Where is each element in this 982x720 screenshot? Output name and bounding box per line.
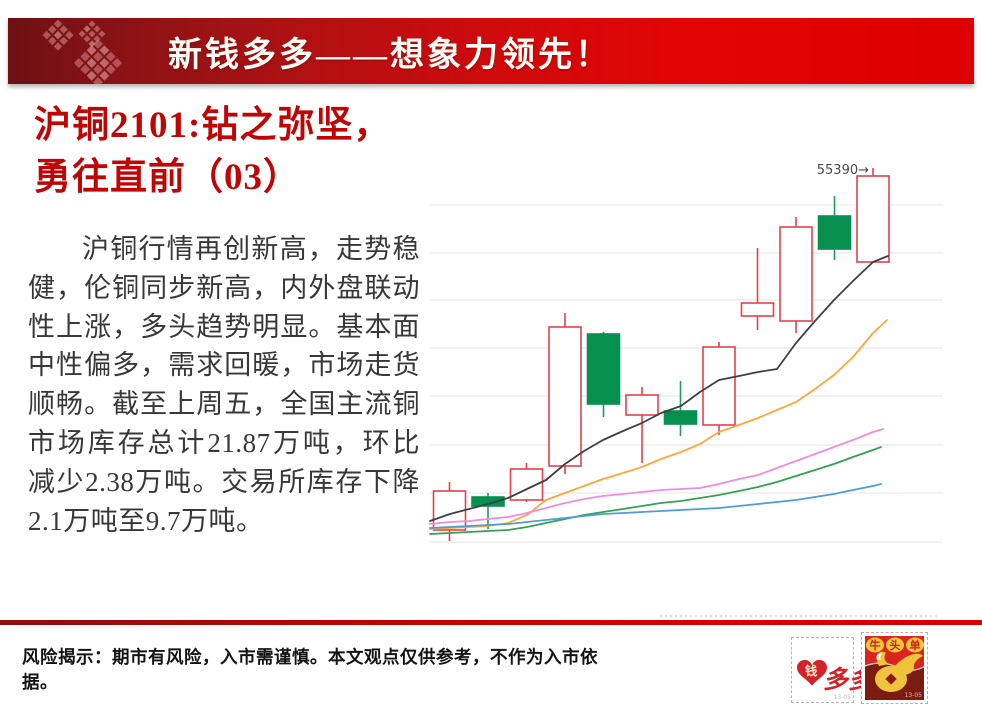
article-title-line2: 勇往直前（03）: [34, 157, 301, 198]
article-paragraph: 沪铜行情再创新高，走势稳健，伦铜同步新高，内外盘联动性上涨，多头趋势明显。基本面…: [28, 234, 420, 536]
candle-body-down: [586, 333, 621, 405]
candle-body-up: [856, 175, 890, 263]
risk-disclaimer: 风险揭示：期市有风险，入市需谨慎。本文观点仅供参考，不作为入市依据。: [22, 647, 598, 692]
svg-text:头: 头: [890, 638, 901, 652]
brand-slogan: 新钱多多——想象力领先！: [168, 36, 612, 74]
stamp-left-corner-code: 13-05: [833, 694, 851, 701]
svg-text:牛: 牛: [870, 638, 881, 652]
candle-body-down: [471, 496, 505, 507]
qianduoduo-stamp-logo: 钱 多多 13-05: [791, 637, 873, 703]
svg-text:单: 单: [910, 638, 921, 652]
bull-head-icon: 牛 头 单: [865, 636, 924, 700]
niutoudan-stamp-logo: 牛 头 单 13-05: [861, 632, 928, 704]
golden-bull-shape: [875, 651, 923, 692]
stamp-right-corner-code: 13-05: [904, 692, 922, 699]
ma-pink: [429, 428, 884, 525]
article-title-line1: 沪铜2101:钻之弥坚，: [34, 105, 392, 146]
ma-green: [429, 446, 882, 535]
article-title: 沪铜2101:钻之弥坚， 勇往直前（03）: [34, 100, 454, 204]
ma-dark: [429, 255, 889, 522]
price-annotation: 55390→: [817, 163, 869, 178]
heart-icon: 钱: [797, 659, 827, 686]
ma-orange: [429, 319, 888, 530]
header-banner: 新钱多多——想象力领先！: [8, 18, 974, 84]
candle-body-down: [663, 410, 698, 425]
candle-body-up: [740, 302, 775, 317]
candle-body-up: [625, 394, 659, 416]
candle-body-up: [548, 326, 582, 467]
diamond-lattice-icon: [42, 19, 123, 84]
ma-blue: [429, 483, 882, 529]
candle-body-up: [702, 346, 736, 426]
candle-body-down: [817, 215, 852, 250]
heart-char: 钱: [805, 663, 817, 678]
candle-body-up: [779, 226, 813, 322]
footer-divider: [0, 620, 982, 625]
